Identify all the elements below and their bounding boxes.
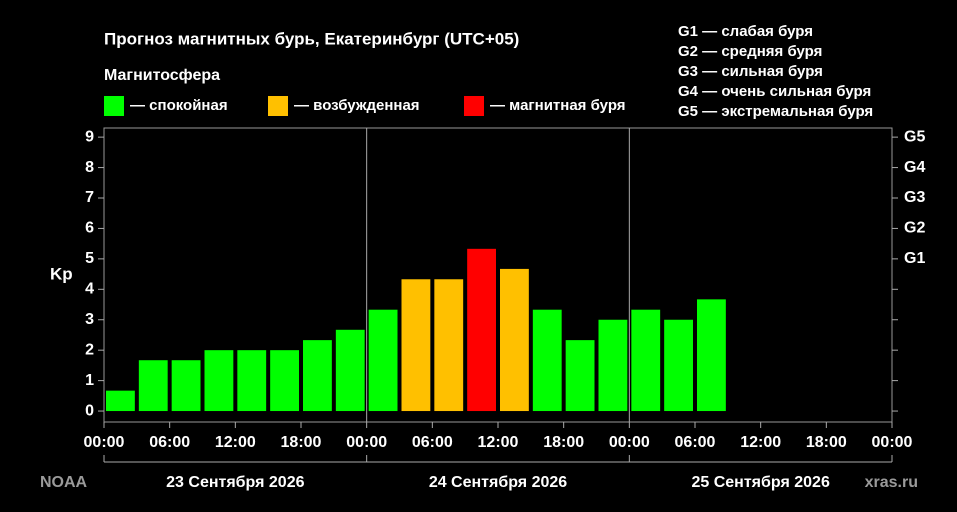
x-tick-label: 00:00 bbox=[84, 434, 125, 451]
legend-label: — магнитная буря bbox=[490, 97, 626, 114]
x-tick-label: 12:00 bbox=[215, 434, 256, 451]
y-axis-label: Kp bbox=[50, 264, 73, 283]
y2-tick-label: G3 bbox=[904, 189, 925, 206]
y-tick-label: 7 bbox=[85, 189, 94, 206]
bar bbox=[434, 279, 464, 412]
bar bbox=[401, 279, 431, 412]
storm-scale-entry: G5 — экстремальная буря bbox=[678, 103, 873, 120]
x-tick-label: 06:00 bbox=[149, 434, 190, 451]
day-label: 24 Сентября 2026 bbox=[429, 474, 567, 491]
y2-tick-label: G5 bbox=[904, 128, 925, 145]
day-label: 23 Сентября 2026 bbox=[166, 474, 304, 491]
y-tick-label: 2 bbox=[85, 341, 94, 358]
x-tick-label: 12:00 bbox=[478, 434, 519, 451]
bar bbox=[532, 309, 562, 412]
y2-tick-label: G4 bbox=[904, 159, 925, 176]
bar bbox=[106, 390, 135, 412]
bar bbox=[664, 319, 693, 412]
x-tick-label: 00:00 bbox=[609, 434, 650, 451]
x-tick-label: 18:00 bbox=[543, 434, 584, 451]
x-tick-label: 00:00 bbox=[346, 434, 387, 451]
bar bbox=[171, 360, 201, 412]
y-tick-label: 9 bbox=[85, 128, 94, 145]
subtitle: Магнитосфера bbox=[104, 67, 220, 84]
bar bbox=[368, 309, 398, 412]
bar bbox=[467, 248, 496, 412]
source: NOAA bbox=[40, 474, 88, 491]
bar bbox=[631, 309, 661, 412]
y-tick-label: 5 bbox=[85, 250, 94, 267]
y-tick-label: 0 bbox=[85, 402, 94, 419]
y-tick-label: 4 bbox=[85, 281, 94, 298]
y-tick-label: 6 bbox=[85, 220, 94, 237]
legend-swatch bbox=[104, 96, 124, 116]
bar bbox=[565, 340, 595, 412]
bar bbox=[138, 360, 168, 412]
bar bbox=[270, 350, 299, 412]
chart-title: Прогноз магнитных бурь, Екатеринбург (UT… bbox=[104, 29, 519, 48]
storm-scale-entry: G2 — средняя буря bbox=[678, 43, 822, 60]
y-tick-label: 8 bbox=[85, 159, 94, 176]
storm-scale-entry: G1 — слабая буря bbox=[678, 23, 813, 40]
storm-scale-entry: G3 — сильная буря bbox=[678, 63, 823, 80]
x-tick-label: 00:00 bbox=[872, 434, 913, 451]
y2-tick-label: G2 bbox=[904, 220, 925, 237]
y-tick-label: 1 bbox=[85, 372, 94, 389]
legend-label: — спокойная bbox=[130, 97, 228, 114]
x-tick-label: 06:00 bbox=[412, 434, 453, 451]
bar bbox=[697, 299, 726, 412]
y2-tick-label: G1 bbox=[904, 250, 925, 267]
y-tick-label: 3 bbox=[85, 311, 94, 328]
bar bbox=[204, 350, 234, 412]
bar bbox=[335, 329, 365, 412]
bar bbox=[598, 319, 628, 412]
x-tick-label: 18:00 bbox=[806, 434, 847, 451]
x-tick-label: 18:00 bbox=[281, 434, 322, 451]
bar bbox=[237, 350, 267, 412]
x-tick-label: 12:00 bbox=[740, 434, 781, 451]
bar bbox=[303, 340, 332, 412]
legend-label: — возбужденная bbox=[294, 97, 420, 114]
bar bbox=[500, 268, 529, 412]
legend-swatch bbox=[464, 96, 484, 116]
storm-scale-entry: G4 — очень сильная буря bbox=[678, 83, 871, 100]
legend-swatch bbox=[268, 96, 288, 116]
x-tick-label: 06:00 bbox=[675, 434, 716, 451]
day-label: 25 Сентября 2026 bbox=[691, 474, 829, 491]
site: xras.ru bbox=[865, 474, 918, 491]
